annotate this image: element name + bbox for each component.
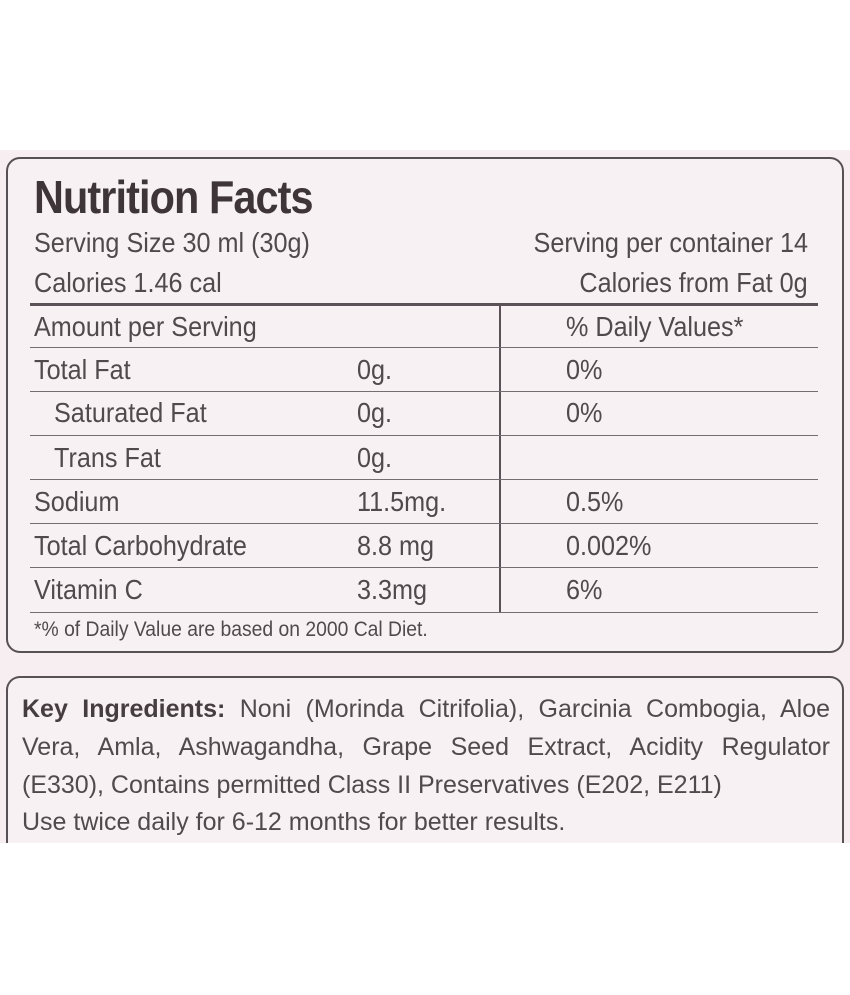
daily-value-footnote: *% of Daily Value are based on 2000 Cal …	[34, 618, 428, 641]
nutrition-facts-panel	[6, 157, 844, 653]
row-divider	[30, 435, 818, 436]
header-daily-values: % Daily Values*	[566, 311, 744, 342]
nutrient-amount-sodium: 11.5mg.	[357, 486, 447, 517]
ingredients-heading: Key Ingredients:	[22, 695, 226, 723]
usage-instructions: Use twice daily for 6-12 months for bett…	[22, 808, 566, 836]
nutrient-name-sodium: Sodium	[34, 486, 120, 517]
nutrient-name-total-carbohydrate: Total Carbohydrate	[34, 530, 247, 561]
servings-per-container: Serving per container 14	[533, 227, 808, 258]
nutrient-amount-total-carbohydrate: 8.8 mg	[357, 530, 435, 561]
ingredients-list: Noni (Morinda Citrifolia), Garcinia Comb…	[22, 695, 830, 799]
ingredients-text-block: Key Ingredients: Noni (Morinda Citrifoli…	[22, 690, 830, 804]
header-divider	[30, 303, 818, 306]
row-divider	[30, 567, 818, 568]
column-divider	[499, 305, 501, 613]
nutrient-name-total-fat: Total Fat	[34, 354, 131, 385]
nutrient-amount-vitamin-c: 3.3mg	[357, 574, 428, 605]
nutrient-daily-vitamin-c: 6%	[566, 574, 603, 605]
serving-size: Serving Size 30 ml (30g)	[34, 227, 310, 258]
nutrition-title: Nutrition Facts	[34, 171, 314, 223]
row-divider	[30, 391, 818, 392]
ingredients-panel	[6, 676, 844, 856]
nutrient-daily-total-carbohydrate: 0.002%	[566, 530, 652, 561]
calories-from-fat: Calories from Fat 0g	[579, 267, 808, 298]
row-divider	[30, 479, 818, 480]
nutrient-name-saturated-fat: Saturated Fat	[54, 397, 207, 428]
nutrient-amount-trans-fat: 0g.	[357, 442, 393, 473]
nutrient-name-trans-fat: Trans Fat	[54, 442, 161, 473]
nutrient-amount-saturated-fat: 0g.	[357, 397, 393, 428]
nutrient-daily-saturated-fat: 0%	[566, 397, 603, 428]
row-divider	[30, 347, 818, 348]
nutrient-daily-total-fat: 0%	[566, 354, 603, 385]
header-amount-per-serving: Amount per Serving	[34, 311, 257, 342]
row-divider	[30, 612, 818, 613]
row-divider	[30, 523, 818, 524]
nutrient-daily-sodium: 0.5%	[566, 486, 624, 517]
nutrient-name-vitamin-c: Vitamin C	[34, 574, 143, 605]
bottom-whitespace	[0, 843, 850, 995]
nutrient-amount-total-fat: 0g.	[357, 354, 393, 385]
calories: Calories 1.46 cal	[34, 267, 222, 298]
